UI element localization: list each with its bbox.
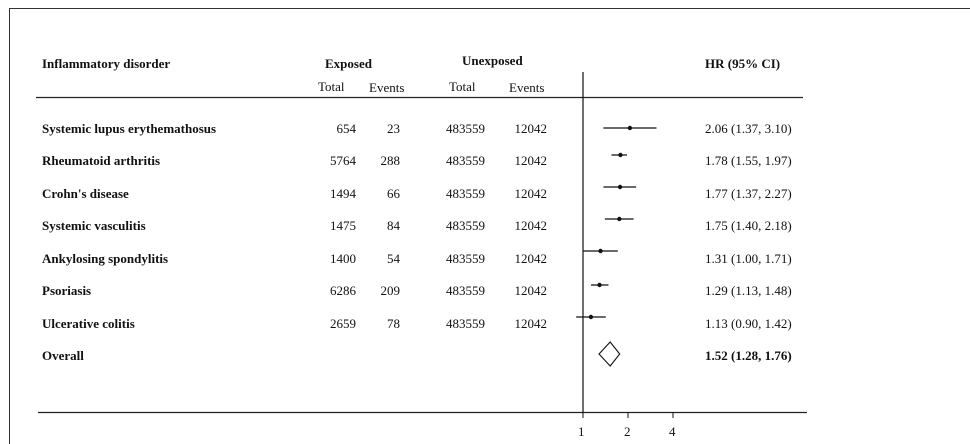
row-exposed-total: 1494 [330,186,356,201]
row-unexposed-total: 483559 [446,186,485,201]
header-disorder: Inflammatory disorder [42,56,171,71]
header-hr: HR (95% CI) [705,56,781,71]
header-exposed: Exposed [325,56,372,71]
row-unexposed-events: 12042 [514,283,548,298]
row-unexposed-total: 483559 [446,218,485,233]
row-disorder-name: Systemic lupus erythemathosus [42,121,217,136]
header-unexposed: Unexposed [462,53,523,68]
point-estimate [597,282,602,288]
row-unexposed-events: 12042 [514,121,548,136]
row-unexposed-total: 483559 [446,121,485,136]
x-tick-label: 1 [578,424,585,439]
row-unexposed-events: 12042 [514,218,548,233]
row-disorder-name: Psoriasis [42,283,92,298]
x-tick-label: 4 [669,424,676,439]
row-exposed-events: 288 [380,153,401,168]
row-disorder-name: Ankylosing spondylitis [42,251,169,266]
row-unexposed-events: 12042 [514,186,548,201]
point-estimate [617,216,622,222]
row-hr-text: 1.31 (1.00, 1.71) [705,251,792,266]
subheader-exposed-total: Total [318,79,345,94]
point-estimate [598,248,603,254]
row-unexposed-events: 12042 [514,251,548,266]
row-exposed-events: 23 [387,121,400,136]
row-exposed-total: 5764 [330,153,356,168]
subheader-unexposed-total: Total [449,79,476,94]
row-exposed-total: 6286 [330,283,356,298]
row-hr-text: 2.06 (1.37, 3.10) [705,121,792,136]
row-hr-text: 1.75 (1.40, 2.18) [705,218,792,233]
x-tick-label: 2 [624,424,631,439]
row-disorder-name: Crohn's disease [42,186,129,201]
row-hr-text: 1.78 (1.55, 1.97) [705,153,792,168]
row-hr-text: 1.13 (0.90, 1.42) [705,316,792,331]
point-estimate [617,184,623,190]
row-disorder-name: Systemic vasculitis [42,218,146,233]
row-disorder-name: Rheumatoid arthritis [42,153,161,168]
row-exposed-events: 54 [387,251,400,266]
row-unexposed-total: 483559 [446,316,485,331]
row-unexposed-total: 483559 [446,153,485,168]
row-exposed-total: 1400 [330,251,356,266]
row-unexposed-total: 483559 [446,283,485,298]
subheader-exposed-events: Events [369,80,405,95]
overall-label: Overall [42,348,84,363]
row-exposed-events: 66 [387,186,400,201]
row-exposed-total: 2659 [330,316,356,331]
row-hr-text: 1.29 (1.13, 1.48) [705,283,792,298]
point-estimate [618,152,623,158]
row-exposed-events: 84 [387,218,400,233]
row-exposed-total: 654 [336,121,357,136]
row-hr-text: 1.77 (1.37, 2.27) [705,186,792,201]
row-unexposed-events: 12042 [514,316,548,331]
row-exposed-total: 1475 [330,218,356,233]
overall-hr-text: 1.52 (1.28, 1.76) [705,348,792,363]
row-exposed-events: 78 [387,316,400,331]
point-estimate [588,314,594,320]
subheader-unexposed-events: Events [509,80,545,95]
row-exposed-events: 209 [380,283,401,298]
overall-diamond [598,341,621,367]
row-unexposed-total: 483559 [446,251,485,266]
row-disorder-name: Ulcerative colitis [42,316,135,331]
point-estimate [627,125,633,131]
row-unexposed-events: 12042 [514,153,548,168]
